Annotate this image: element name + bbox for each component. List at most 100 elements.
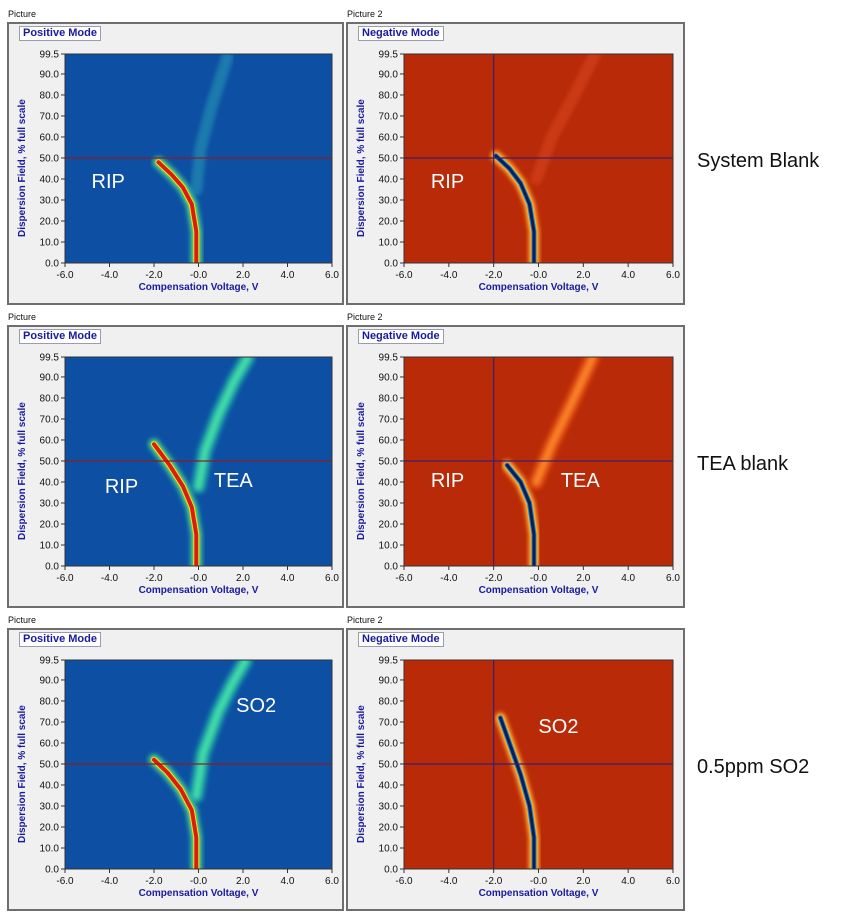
y-tick-label: 40.0 <box>379 477 399 488</box>
picture-caption: Picture 2 <box>347 615 383 625</box>
y-tick-label: 30.0 <box>40 195 60 206</box>
x-tick-label: 6.0 <box>666 270 680 281</box>
y-tick-label: 10.0 <box>40 540 60 551</box>
y-tick-label: 80.0 <box>40 696 60 707</box>
negative-mode-panel: 0.0 10.0 20.0 30.0 40.0 50.0 60.0 70.0 80.0 90.0 9… <box>346 22 685 305</box>
x-tick-label: -4.0 <box>101 876 119 887</box>
y-tick-label: 80.0 <box>40 90 60 101</box>
x-tick-label: 2.0 <box>576 573 590 584</box>
x-tick-label: 6.0 <box>325 876 339 887</box>
y-tick-label: 0.0 <box>384 259 398 270</box>
x-tick-label: -2.0 <box>145 876 163 887</box>
y-axis-title: Dispersion Field, % full scale <box>17 401 28 540</box>
y-tick-label: 99.5 <box>379 353 399 364</box>
x-tick-label: -0.0 <box>190 876 208 887</box>
y-tick-label: 50.0 <box>379 456 399 467</box>
picture-caption: Picture 2 <box>347 312 383 322</box>
y-axis-title: Dispersion Field, % full scale <box>356 98 367 237</box>
x-tick-label: -2.0 <box>145 270 163 281</box>
x-tick-label: 2.0 <box>236 573 250 584</box>
x-tick-label: -2.0 <box>485 270 503 281</box>
picture-caption: Picture <box>8 312 37 322</box>
x-axis-title: Compensation Voltage, V <box>138 888 259 899</box>
y-tick-label: 10.0 <box>379 237 399 248</box>
x-tick-label: -6.0 <box>395 270 413 281</box>
y-tick-label: 80.0 <box>40 393 60 404</box>
annotation-tea: TEA <box>560 469 600 492</box>
feature-rip <box>152 442 199 566</box>
y-tick-label: 40.0 <box>40 780 60 791</box>
y-tick-label: 10.0 <box>379 843 399 854</box>
x-tick-label: 2.0 <box>236 876 250 887</box>
annotation-so2: SO2 <box>236 695 277 718</box>
y-tick-label: 20.0 <box>40 519 60 530</box>
annotation-rip: RIP <box>430 171 465 194</box>
feature-so2 <box>498 716 536 869</box>
x-tick-label: -0.0 <box>190 270 208 281</box>
heatmap-plot: 0.0 10.0 20.0 30.0 40.0 50.0 60.0 70.0 80.0 90.0 9… <box>379 50 681 282</box>
y-tick-label: 40.0 <box>40 477 60 488</box>
x-tick-label: 4.0 <box>621 876 635 887</box>
mode-label: Positive Mode <box>19 329 101 344</box>
x-tick-label: -0.0 <box>190 573 208 584</box>
y-tick-label: 50.0 <box>40 456 60 467</box>
picture-caption: Picture <box>8 9 37 19</box>
positive-mode-panel: 0.0 10.0 20.0 30.0 40.0 50.0 60.0 70.0 80.0 90.0 9… <box>7 22 344 305</box>
feature-rip <box>152 757 199 869</box>
y-tick-label: 40.0 <box>40 174 60 185</box>
x-axis-title: Compensation Voltage, V <box>478 282 599 293</box>
y-axis-title: Dispersion Field, % full scale <box>17 98 28 237</box>
feature-tea <box>532 357 597 486</box>
y-tick-label: 20.0 <box>40 822 60 833</box>
annotation-rip: RIP <box>91 171 125 194</box>
y-tick-label: 70.0 <box>379 111 399 122</box>
annotation-tea: TEA <box>213 469 253 492</box>
y-tick-label: 60.0 <box>379 435 399 446</box>
y-tick-label: 60.0 <box>40 132 60 143</box>
x-tick-label: -4.0 <box>440 876 458 887</box>
y-tick-label: 10.0 <box>379 540 399 551</box>
x-tick-label: -2.0 <box>145 573 163 584</box>
x-tick-label: -2.0 <box>485 876 503 887</box>
mode-label: Negative Mode <box>358 329 444 344</box>
y-tick-label: 80.0 <box>379 393 399 404</box>
feature-rip <box>156 160 199 263</box>
mode-label: Negative Mode <box>358 632 444 647</box>
y-tick-label: 60.0 <box>40 738 60 749</box>
y-tick-label: 90.0 <box>40 675 60 686</box>
x-tick-label: -4.0 <box>101 270 119 281</box>
x-axis-title: Compensation Voltage, V <box>138 282 259 293</box>
heatmap-plot: 0.0 10.0 20.0 30.0 40.0 50.0 60.0 70.0 80.0 90.0 9… <box>379 353 681 585</box>
y-tick-label: 90.0 <box>40 69 60 80</box>
y-tick-label: 30.0 <box>379 801 399 812</box>
annotation-rip: RIP <box>430 469 465 492</box>
x-tick-label: 2.0 <box>576 270 590 281</box>
mode-label: Negative Mode <box>358 26 444 41</box>
y-tick-label: 30.0 <box>40 801 60 812</box>
heatmap-plot: 0.0 10.0 20.0 30.0 40.0 50.0 60.0 70.0 80.0 90.0 9… <box>40 50 340 282</box>
picture-caption: Picture 2 <box>347 9 383 19</box>
x-tick-label: 4.0 <box>621 573 635 584</box>
y-tick-label: 10.0 <box>40 843 60 854</box>
y-tick-label: 70.0 <box>40 717 60 728</box>
x-tick-label: -6.0 <box>56 573 74 584</box>
y-tick-label: 20.0 <box>379 519 399 530</box>
annotation-so2: SO2 <box>538 716 579 739</box>
y-tick-label: 50.0 <box>379 759 399 770</box>
y-tick-label: 60.0 <box>379 132 399 143</box>
y-tick-label: 0.0 <box>45 562 59 573</box>
y-tick-label: 30.0 <box>379 498 399 509</box>
x-tick-label: -6.0 <box>395 876 413 887</box>
x-tick-label: -6.0 <box>56 876 74 887</box>
x-tick-label: 6.0 <box>325 270 339 281</box>
annotation-rip: RIP <box>104 476 139 499</box>
y-tick-label: 0.0 <box>45 259 59 270</box>
x-tick-label: 6.0 <box>666 573 680 584</box>
x-tick-label: -6.0 <box>56 270 74 281</box>
x-tick-label: -6.0 <box>395 573 413 584</box>
y-tick-label: 0.0 <box>45 865 59 876</box>
mode-label: Positive Mode <box>19 26 101 41</box>
y-axis-title: Dispersion Field, % full scale <box>356 704 367 843</box>
x-tick-label: 2.0 <box>236 270 250 281</box>
y-tick-label: 20.0 <box>40 216 60 227</box>
